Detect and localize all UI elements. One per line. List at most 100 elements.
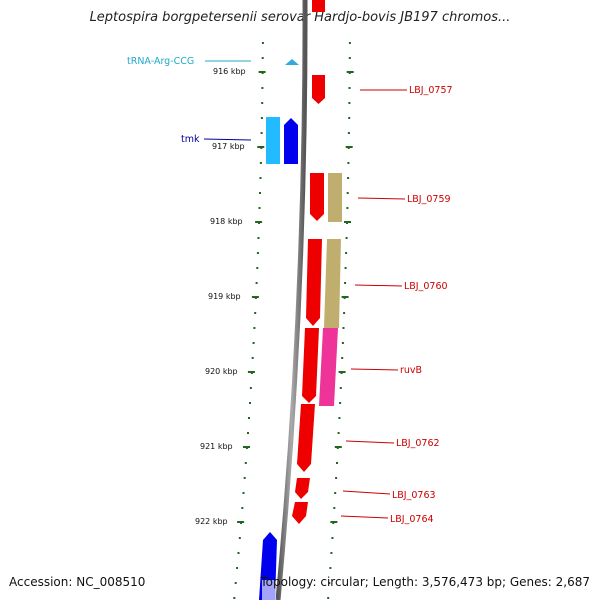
gene-lbj-0759-olive[interactable] xyxy=(328,173,342,222)
rail-dot-left xyxy=(256,252,259,254)
major-tick-right xyxy=(330,521,338,523)
label-lbj-0759[interactable]: LBJ_0759 xyxy=(407,194,451,205)
gene-ruvb[interactable] xyxy=(319,328,338,406)
rail-dot-left xyxy=(236,567,239,569)
rail-dot-left xyxy=(259,192,261,194)
rail-dot-left xyxy=(233,597,236,599)
major-tick-left xyxy=(255,221,263,223)
rail-dot-right xyxy=(329,567,332,569)
rail-dot-left xyxy=(242,492,245,494)
major-tick-right xyxy=(344,221,351,223)
label-lbj-0764[interactable]: LBJ_0764 xyxy=(390,514,434,525)
axis-ticks: 916 kbp 917 kbp 918 kbp 919 kbp 920 kbp … xyxy=(195,67,246,526)
rail-dot-left xyxy=(261,57,264,59)
rail-dot-left xyxy=(254,312,257,314)
major-tick-left xyxy=(257,146,265,148)
rail-dot-right xyxy=(342,327,345,329)
rail-dot-left xyxy=(255,282,258,284)
rail-dot-left xyxy=(251,357,254,359)
gene-features xyxy=(259,0,342,600)
tick-label-917: 917 kbp xyxy=(212,142,245,151)
guide-rails xyxy=(233,42,354,599)
gene-lbj-0760[interactable] xyxy=(306,239,322,326)
rail-dot-right xyxy=(335,477,338,479)
major-tick-right xyxy=(334,446,342,448)
tick-label-919: 919 kbp xyxy=(208,292,241,301)
label-lbj-0763[interactable]: LBJ_0763 xyxy=(392,490,436,501)
major-tick-left xyxy=(247,371,255,373)
gene-blue-917[interactable] xyxy=(284,118,298,164)
rail-dot-right xyxy=(348,57,351,59)
rail-dot-right xyxy=(348,42,351,44)
tick-label-922: 922 kbp xyxy=(195,517,228,526)
major-tick-right xyxy=(341,296,349,298)
rail-dot-left xyxy=(253,327,256,329)
rail-dot-right xyxy=(338,417,341,419)
gene-ruvb-red[interactable] xyxy=(302,328,319,403)
map-title: Leptospira borgpetersenii serovar Hardjo… xyxy=(89,10,511,25)
rail-dot-left xyxy=(260,117,263,119)
gene-labels: tRNA-Arg-CCG LBJ_0757 tmk LBJ_0759 LBJ_0… xyxy=(127,56,453,525)
rail-dot-left xyxy=(260,132,263,134)
rail-dot-right xyxy=(327,597,330,599)
tick-label-918: 918 kbp xyxy=(210,217,243,226)
rail-dot-right xyxy=(345,252,348,254)
rail-dot-right xyxy=(339,402,342,404)
rail-dot-right xyxy=(348,87,351,89)
gene-lbj-0763[interactable] xyxy=(295,478,310,499)
rail-dot-left xyxy=(261,87,264,89)
gene-tmk[interactable] xyxy=(266,117,280,164)
major-tick-left xyxy=(251,296,259,298)
rail-dot-right xyxy=(341,342,344,344)
rail-dot-left xyxy=(258,207,261,209)
label-lbj-0757[interactable]: LBJ_0757 xyxy=(409,85,453,96)
rail-dot-left xyxy=(256,267,259,269)
major-tick-left xyxy=(258,71,266,73)
chromosome-backbone xyxy=(275,0,308,600)
rail-dot-right xyxy=(334,492,337,494)
tick-label-916: 916 kbp xyxy=(213,67,246,76)
gene-lbj-0764[interactable] xyxy=(292,502,308,524)
major-tick-right xyxy=(338,371,346,373)
rail-dot-right xyxy=(347,132,350,134)
label-lbj-0760[interactable]: LBJ_0760 xyxy=(404,281,448,292)
rail-dot-right xyxy=(343,312,346,314)
rail-dot-right xyxy=(348,102,351,104)
label-lbj-0762[interactable]: LBJ_0762 xyxy=(396,438,440,449)
label-tmk[interactable]: tmk xyxy=(181,134,200,145)
topology-text: Topology: circular; Length: 3,576,473 bp… xyxy=(260,575,590,589)
rail-dot-left xyxy=(234,582,237,584)
rail-dot-left xyxy=(261,102,264,104)
rail-dot-left xyxy=(243,477,246,479)
accession-text: Accession: NC_008510 xyxy=(9,575,146,589)
major-tick-right xyxy=(346,71,354,73)
rail-dot-right xyxy=(337,432,340,434)
rail-dot-right xyxy=(344,267,347,269)
rail-dot-left xyxy=(244,462,247,464)
rail-dot-left xyxy=(261,42,264,44)
rail-dot-left xyxy=(241,507,244,509)
tick-label-921: 921 kbp xyxy=(200,442,233,451)
label-leader-lines xyxy=(203,60,407,519)
label-ruvb[interactable]: ruvB xyxy=(400,365,422,376)
rail-dot-right xyxy=(328,582,331,584)
rail-dot-right xyxy=(346,192,349,194)
rail-dot-right xyxy=(333,507,336,509)
rail-dot-left xyxy=(257,237,260,239)
rail-dot-left xyxy=(252,342,255,344)
gene-partial-top[interactable] xyxy=(312,0,325,12)
major-tick-left xyxy=(237,521,245,523)
gene-lbj-0759[interactable] xyxy=(310,173,324,221)
rail-dot-left xyxy=(248,417,250,419)
rail-dot-right xyxy=(341,357,344,359)
gene-lbj-0760-olive[interactable] xyxy=(324,239,341,328)
rail-dot-right xyxy=(348,117,351,119)
rail-dot-left xyxy=(259,177,262,179)
gene-lbj-0762[interactable] xyxy=(297,404,315,472)
gene-lbj-0757[interactable] xyxy=(312,75,325,104)
trna-arg-ccg-feature[interactable] xyxy=(285,59,299,65)
label-trna-arg-ccg[interactable]: tRNA-Arg-CCG xyxy=(127,56,194,67)
rail-dot-right xyxy=(347,162,350,164)
major-tick-left xyxy=(243,446,250,448)
